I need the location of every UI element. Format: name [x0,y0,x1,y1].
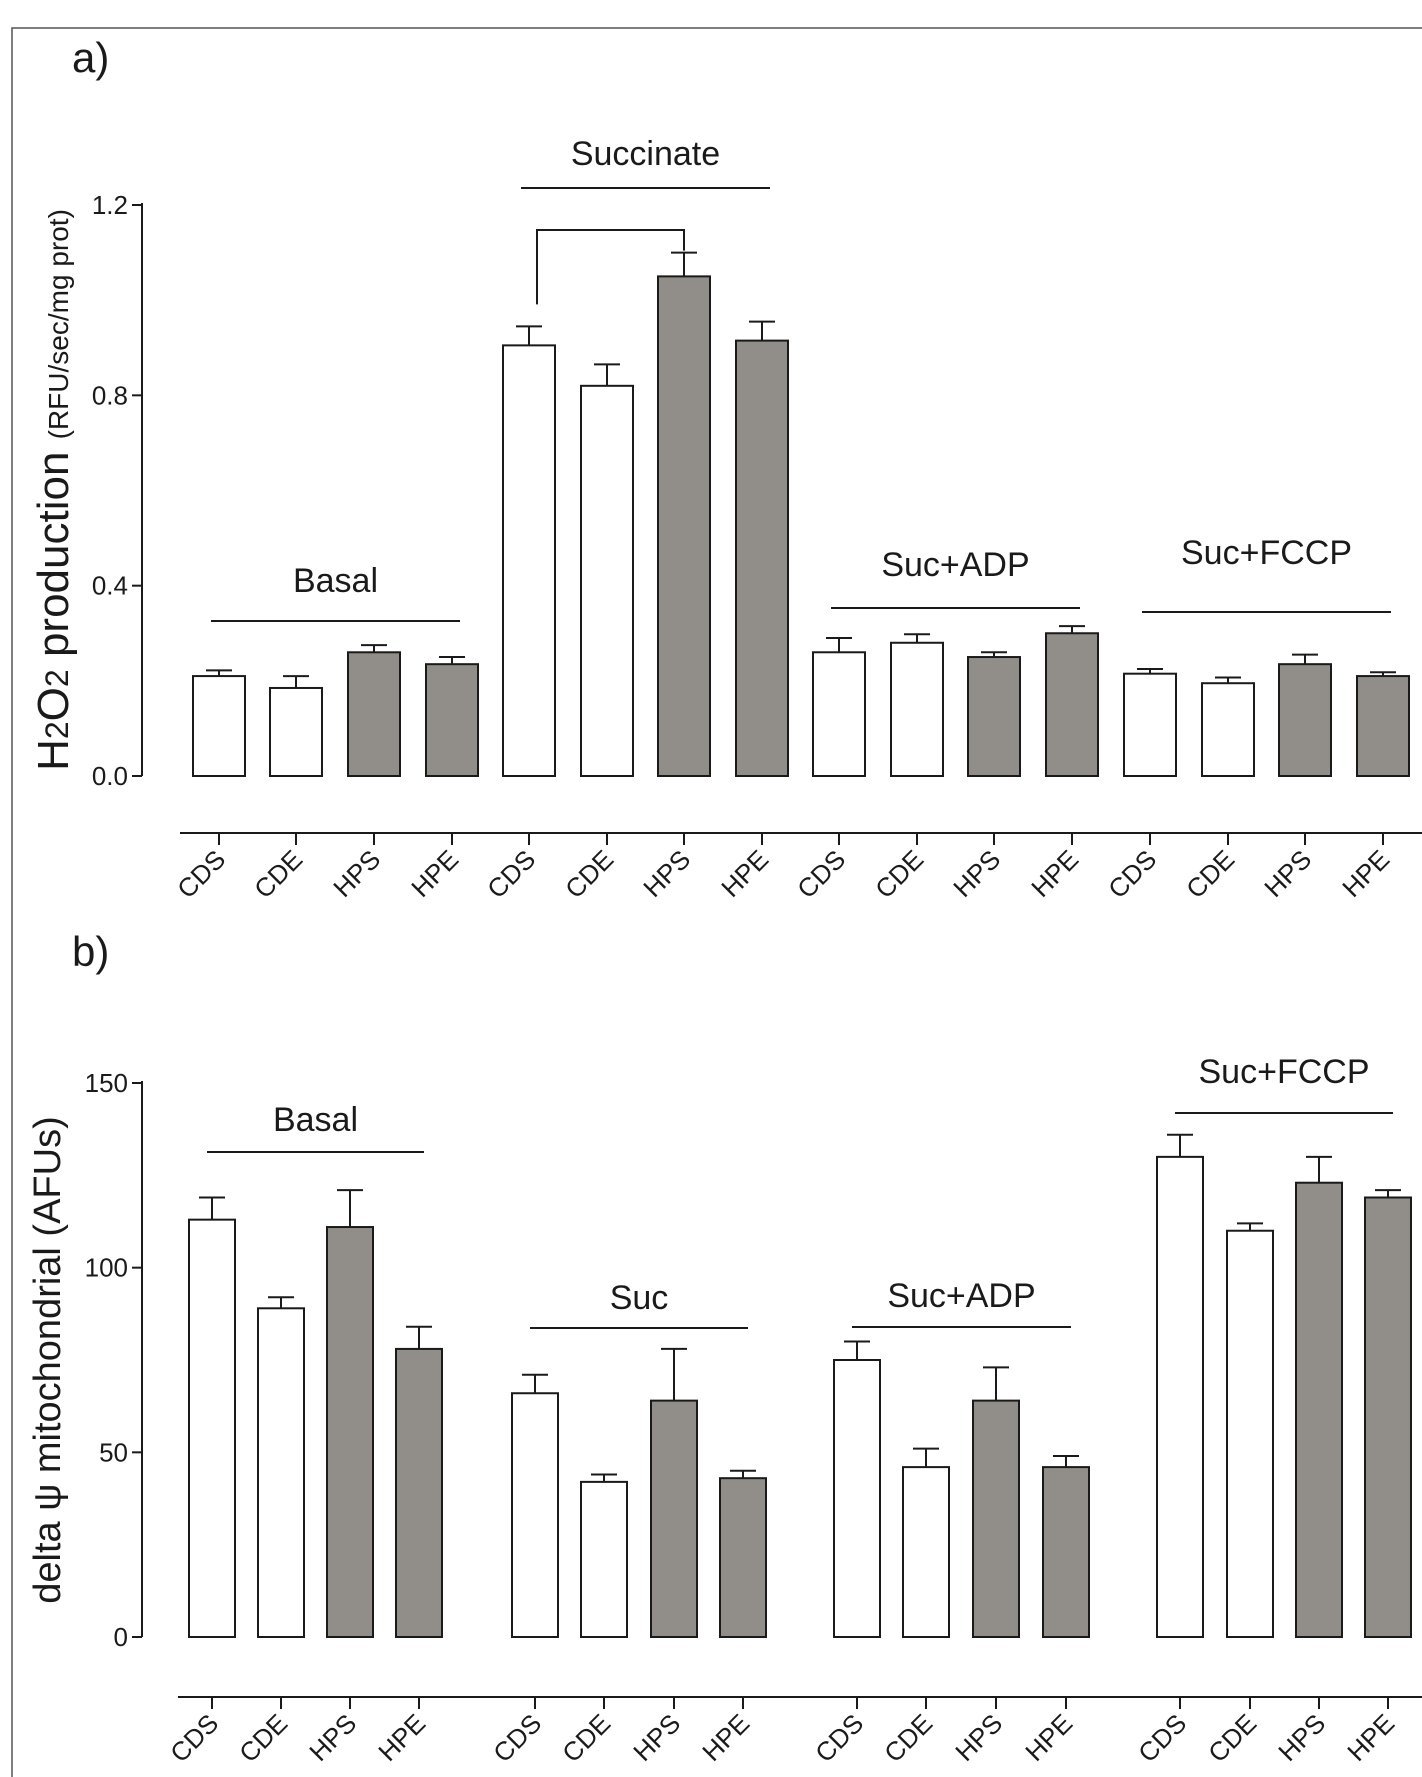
x-tick-label: HPS [637,844,696,903]
bar [580,384,634,777]
group-label: Suc+ADP [887,1277,1035,1315]
y-axis-title: delta ψ mitochondrial (AFUs) [27,1116,69,1603]
y-axis-title: H2O2 production (RFU/sec/mg prot) [29,209,78,771]
bar [326,1226,374,1639]
x-tick-label: HPE [696,1708,755,1767]
bar [1156,1155,1204,1639]
y-tick-label: 150 [85,1068,128,1098]
x-tick-label: HPE [1341,1708,1400,1767]
y-tick-label: 0 [114,1622,128,1652]
x-tick-label: CDE [233,1708,293,1768]
x-tick-label: HPE [1025,844,1084,903]
bar [425,663,479,777]
x-tick-label: HPE [1019,1708,1078,1767]
x-tick-label: CDS [481,844,541,904]
x-tick-label: HPE [405,844,464,903]
x-tick-label: CDS [809,1708,869,1768]
panel-a: a) H2O2 production (RFU/sec/mg prot) 0.0 0.… [29,34,1422,904]
x-tick-label: HPS [1272,1708,1331,1767]
x-tick-label: HPS [303,1708,362,1767]
bar [902,1466,950,1639]
panel-label: b) [72,928,109,975]
bar [1201,682,1255,778]
bar [1045,632,1099,777]
x-tick-label: CDS [791,844,851,904]
x-tick-label: HPS [327,844,386,903]
bar [735,339,789,777]
y-tick-label: 0.4 [92,571,128,601]
bar [347,651,401,777]
bar [890,641,944,777]
panel-b: b) delta ψ mitochondrial (AFUs) 0 50 100 150 B… [27,928,1422,1768]
bar [1364,1196,1412,1638]
bar [1042,1466,1090,1639]
x-tick-label: CDE [556,1708,616,1768]
bar [580,1480,628,1638]
x-tick-label: HPS [949,1708,1008,1767]
group-label: Basal [293,562,378,600]
group-label: Suc+FCCP [1199,1053,1370,1091]
x-tick-label: CDS [164,1708,224,1768]
figure-frame [11,27,1422,1777]
x-tick-label: HPS [947,844,1006,903]
bar [257,1307,305,1638]
bar [1278,663,1332,777]
bar [719,1477,767,1638]
y-tick-label: 1.2 [92,190,128,220]
bar [188,1218,236,1638]
panel-label: a) [72,34,109,81]
bar [1123,672,1177,778]
bar [972,1399,1020,1639]
bar [833,1359,881,1638]
x-tick-label: CDE [1202,1708,1262,1768]
significance-bracket [536,229,685,305]
bar [511,1392,559,1638]
x-tick-label: CDE [248,844,308,904]
x-tick-label: CDE [869,844,929,904]
x-tick-label: HPE [372,1708,431,1767]
group-label: Succinate [571,135,720,173]
bar [192,675,246,778]
x-tick-label: CDE [559,844,619,904]
x-tick-label: CDS [1132,1708,1192,1768]
x-tick-label: CDS [487,1708,547,1768]
bar [395,1347,443,1639]
x-tick-label: CDS [171,844,231,904]
bar [502,344,556,777]
group-label: Suc+ADP [881,546,1029,584]
bar [1226,1229,1274,1638]
bar [967,656,1021,778]
x-tick-label: CDE [1180,844,1240,904]
group-label: Suc+FCCP [1181,534,1352,572]
bar [650,1399,698,1639]
bar [657,275,711,777]
x-tick-label: HPE [715,844,774,903]
x-tick-label: CDE [878,1708,938,1768]
y-tick-label: 0.0 [92,761,128,791]
bar [1356,675,1410,778]
x-tick-label: HPE [1336,844,1395,903]
x-tick-label: HPS [627,1708,686,1767]
bar [812,651,866,777]
group-label: Basal [273,1101,358,1139]
x-tick-label: HPS [1258,844,1317,903]
y-tick-label: 50 [99,1437,128,1467]
group-label: Suc [610,1279,669,1317]
y-tick-label: 100 [85,1253,128,1283]
bar [269,686,323,777]
x-tick-label: CDS [1102,844,1162,904]
y-tick-label: 0.8 [92,380,128,410]
bar [1295,1181,1343,1638]
